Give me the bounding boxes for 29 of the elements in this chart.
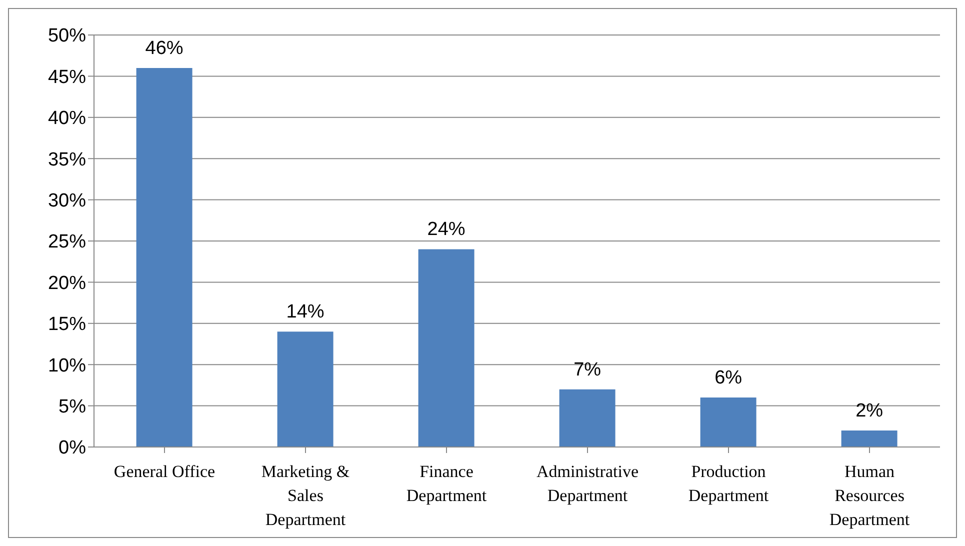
x-tick-label: Human Resources Department bbox=[829, 462, 910, 529]
data-label: 2% bbox=[856, 400, 884, 422]
y-tick-label: 5% bbox=[58, 396, 86, 418]
y-tick-label: 30% bbox=[48, 190, 86, 212]
y-tick-label: 45% bbox=[48, 66, 86, 88]
x-tick-label: Production Department bbox=[688, 462, 769, 505]
x-tick-label: General Office bbox=[114, 462, 216, 481]
bar bbox=[136, 68, 192, 447]
data-label: 24% bbox=[427, 219, 466, 240]
x-tick-label: Marketing & Sales Department bbox=[261, 462, 350, 529]
bar bbox=[418, 249, 474, 447]
bar bbox=[700, 398, 756, 447]
data-label: 6% bbox=[714, 368, 742, 389]
y-tick-label: 0% bbox=[58, 438, 86, 459]
y-tick-label: 15% bbox=[48, 314, 86, 336]
data-label: 46% bbox=[145, 38, 184, 59]
data-label: 7% bbox=[574, 359, 602, 380]
y-tick-label: 50% bbox=[48, 26, 86, 47]
y-tick-label: 20% bbox=[48, 272, 86, 294]
y-tick-label: 10% bbox=[48, 355, 86, 376]
y-tick-label: 40% bbox=[48, 108, 86, 130]
bar bbox=[277, 332, 334, 447]
x-tick-label: Administrative Department bbox=[536, 462, 638, 505]
x-tick-label: Finance Department bbox=[406, 462, 487, 505]
bar bbox=[559, 389, 616, 447]
bar bbox=[841, 430, 898, 447]
y-tick-label: 25% bbox=[48, 232, 86, 253]
y-tick-label: 35% bbox=[48, 149, 86, 170]
data-label: 14% bbox=[286, 302, 324, 323]
